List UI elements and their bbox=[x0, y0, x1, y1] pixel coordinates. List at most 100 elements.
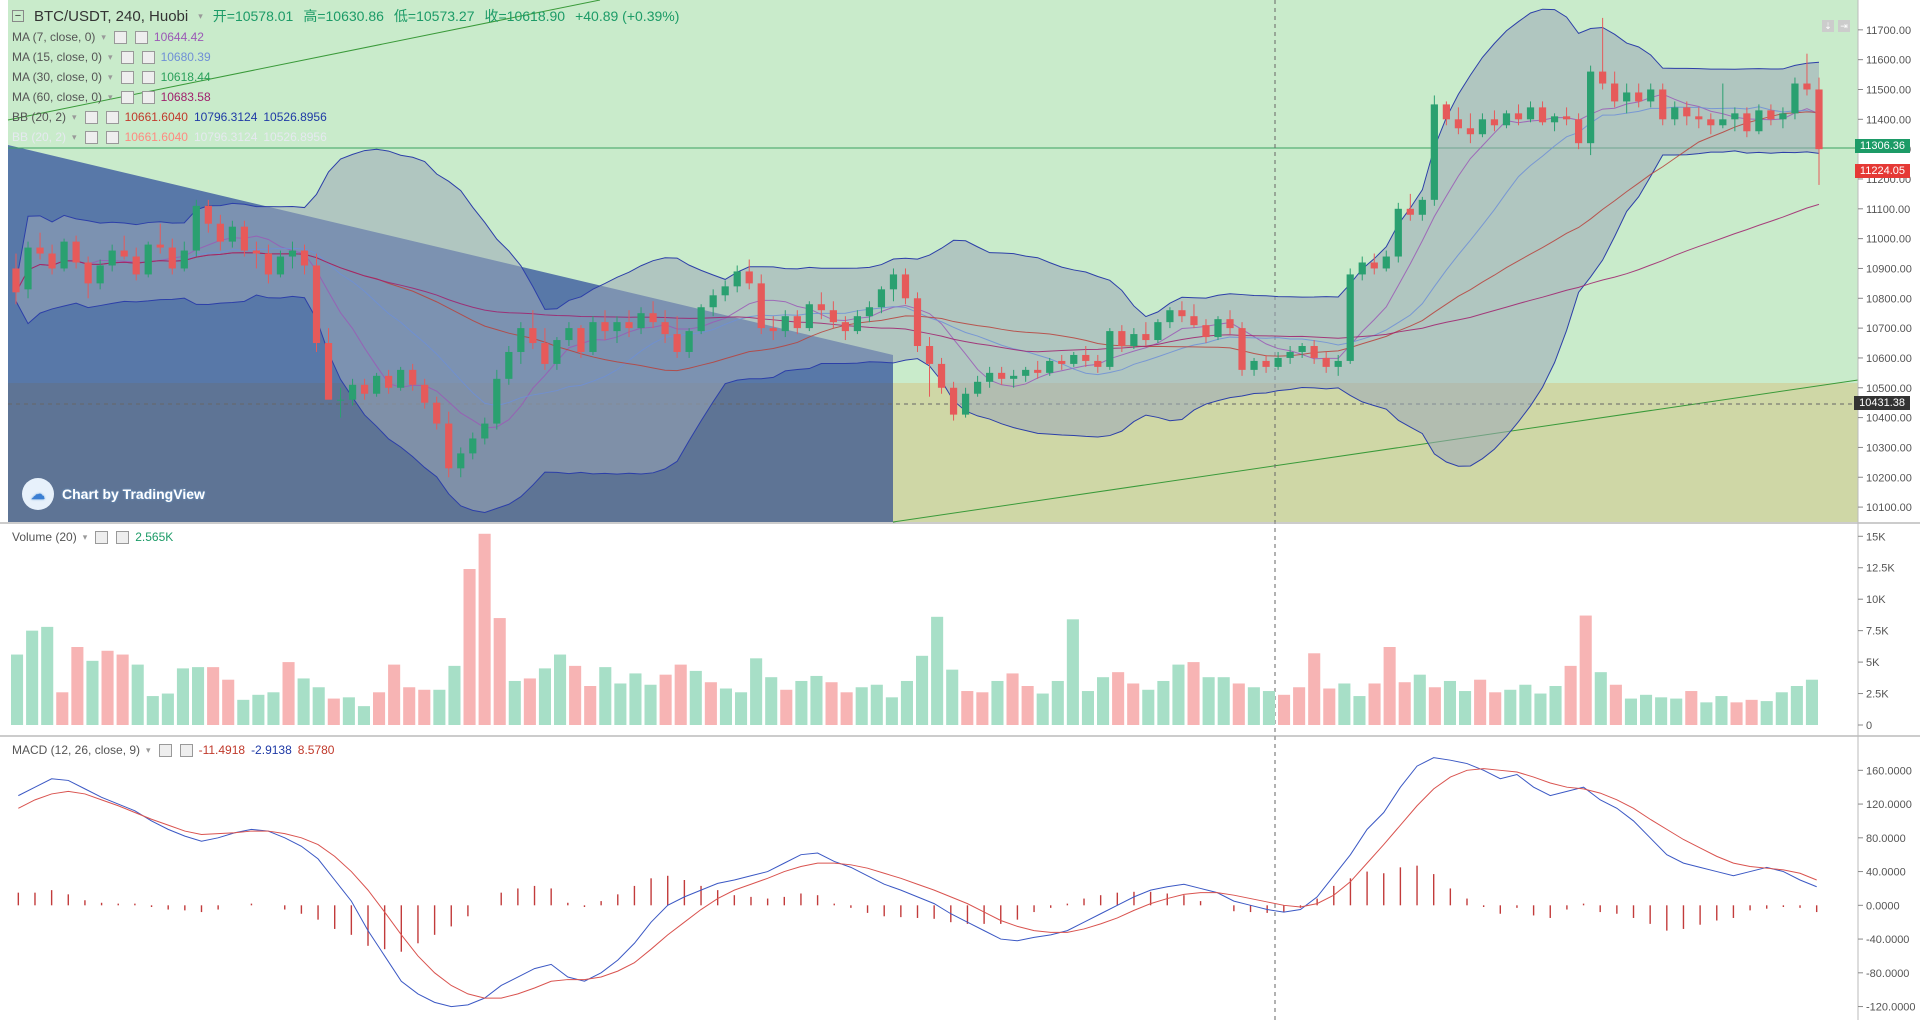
candle-body bbox=[961, 393, 970, 415]
legend-bb2[interactable]: BB (20, 2) ▾ 10661.6040 10796.3124 10526.… bbox=[12, 130, 327, 144]
settings-icon[interactable] bbox=[120, 50, 134, 64]
candle-body bbox=[192, 205, 200, 251]
settings-icon[interactable] bbox=[113, 30, 127, 44]
candle-body bbox=[1010, 375, 1018, 379]
volume-bar bbox=[765, 677, 778, 725]
volume-legend[interactable]: Volume (20) ▾ 2.565K bbox=[12, 530, 173, 544]
candle-body bbox=[565, 328, 573, 341]
ma7-value: 10644.42 bbox=[153, 30, 204, 44]
close-icon[interactable] bbox=[141, 90, 155, 104]
candle-body bbox=[1130, 334, 1138, 347]
candle-body bbox=[1623, 92, 1631, 102]
candle-body bbox=[733, 271, 741, 287]
legend-bb1[interactable]: BB (20, 2) ▾ 10661.6040 10796.3124 10526.… bbox=[12, 110, 327, 124]
volume-bar bbox=[297, 678, 310, 725]
candle-body bbox=[541, 343, 549, 364]
candle-body bbox=[625, 322, 633, 329]
legend-ma15[interactable]: MA (15, close, 0) ▾ 10680.39 bbox=[12, 50, 211, 64]
chevron-down-icon[interactable]: ▾ bbox=[108, 51, 113, 62]
chevron-down-icon[interactable]: ▾ bbox=[72, 111, 77, 122]
volume-bar bbox=[1624, 698, 1637, 725]
candle-body bbox=[180, 250, 188, 269]
volume-bar bbox=[554, 654, 567, 725]
candle-body bbox=[1683, 107, 1691, 117]
candle-body bbox=[721, 286, 729, 296]
settings-icon[interactable] bbox=[120, 90, 134, 104]
candle-body bbox=[829, 310, 837, 323]
close-icon[interactable] bbox=[116, 530, 130, 544]
chevron-down-icon[interactable]: ▾ bbox=[72, 131, 77, 142]
volume-bar bbox=[418, 689, 431, 725]
settings-icon[interactable] bbox=[84, 130, 98, 144]
candle-body bbox=[1514, 113, 1523, 120]
candle-body bbox=[1070, 354, 1078, 364]
volume-bar bbox=[629, 673, 642, 725]
chevron-down-icon[interactable]: ▾ bbox=[108, 71, 113, 82]
settings-icon[interactable] bbox=[120, 70, 134, 84]
settings-icon[interactable] bbox=[95, 530, 109, 544]
candle-body bbox=[589, 322, 597, 352]
chevron-down-icon[interactable]: ▾ bbox=[82, 531, 88, 542]
volume-label: Volume (20) bbox=[12, 530, 77, 544]
close-icon[interactable] bbox=[141, 50, 155, 64]
close-icon[interactable] bbox=[134, 30, 148, 44]
move-down-icon[interactable]: ⇣ bbox=[1822, 20, 1834, 32]
collapse-icon[interactable]: − bbox=[12, 10, 24, 22]
candle-body bbox=[1550, 116, 1559, 123]
volume-bar bbox=[1247, 687, 1260, 725]
price-axis-layer[interactable]: 11700.0011600.0011500.0011400.0011300.00… bbox=[1858, 25, 1916, 1014]
close-icon[interactable] bbox=[141, 70, 155, 84]
volume-bar bbox=[1262, 691, 1275, 725]
volume-bar bbox=[1232, 683, 1245, 725]
macd-tick-label: -120.0000 bbox=[1866, 1002, 1916, 1014]
settings-icon[interactable] bbox=[158, 743, 172, 757]
candle-body bbox=[937, 363, 946, 388]
volume-bar bbox=[538, 668, 551, 725]
bb2-lower: 10526.8956 bbox=[263, 130, 327, 144]
candle-body bbox=[1358, 262, 1366, 275]
volume-bar bbox=[176, 668, 189, 725]
candle-body bbox=[36, 247, 44, 254]
legend-ma7[interactable]: MA (7, close, 0) ▾ 10644.42 bbox=[12, 30, 204, 44]
symbol-title[interactable]: BTC/USDT, 240, Huobi bbox=[34, 7, 189, 25]
volume-tick-label: 12.5K bbox=[1866, 563, 1895, 575]
macd-tick-label: 120.0000 bbox=[1866, 799, 1912, 811]
candle-body bbox=[1454, 119, 1462, 129]
close-icon[interactable] bbox=[105, 130, 119, 144]
candle-body bbox=[1394, 208, 1402, 257]
volume-bar bbox=[192, 667, 205, 725]
macd-legend[interactable]: MACD (12, 26, close, 9) ▾ -11.4918 -2.913… bbox=[12, 743, 334, 757]
close-icon[interactable] bbox=[179, 743, 193, 757]
chevron-down-icon[interactable]: ▾ bbox=[146, 744, 151, 755]
candle-body bbox=[601, 322, 609, 332]
volume-bar bbox=[599, 667, 612, 725]
legend-ma30[interactable]: MA (30, close, 0) ▾ 10618.44 bbox=[12, 70, 211, 84]
candle-body bbox=[649, 313, 657, 323]
candle-body bbox=[397, 369, 405, 388]
chevron-down-icon[interactable]: ▾ bbox=[198, 10, 203, 21]
candle-body bbox=[120, 250, 128, 257]
candle-body bbox=[409, 369, 417, 385]
volume-bar bbox=[146, 696, 159, 725]
candle-body bbox=[228, 226, 236, 242]
candle-body bbox=[673, 334, 681, 352]
chevron-down-icon[interactable]: ▾ bbox=[101, 31, 106, 42]
settings-icon[interactable] bbox=[84, 110, 98, 124]
candle-body bbox=[60, 241, 68, 269]
maximize-icon[interactable]: ⇥ bbox=[1838, 20, 1850, 32]
bb1-basis: 10661.6040 bbox=[124, 110, 188, 124]
candle-body bbox=[1298, 346, 1306, 352]
price-tick-label: 11400.00 bbox=[1866, 114, 1911, 126]
candle-body bbox=[1382, 256, 1390, 269]
volume-bar bbox=[1338, 683, 1351, 725]
volume-bar bbox=[1609, 684, 1622, 725]
legend-ma60[interactable]: MA (60, close, 0) ▾ 10683.58 bbox=[12, 90, 211, 104]
macd-tick-label: -80.0000 bbox=[1866, 968, 1909, 980]
close-icon[interactable] bbox=[105, 110, 119, 124]
candle-body bbox=[1322, 357, 1330, 367]
tradingview-watermark[interactable]: ☁ Chart by TradingView bbox=[22, 478, 205, 510]
volume-bar bbox=[1308, 653, 1321, 725]
volume-bar bbox=[1097, 677, 1110, 725]
chevron-down-icon[interactable]: ▾ bbox=[108, 91, 113, 102]
